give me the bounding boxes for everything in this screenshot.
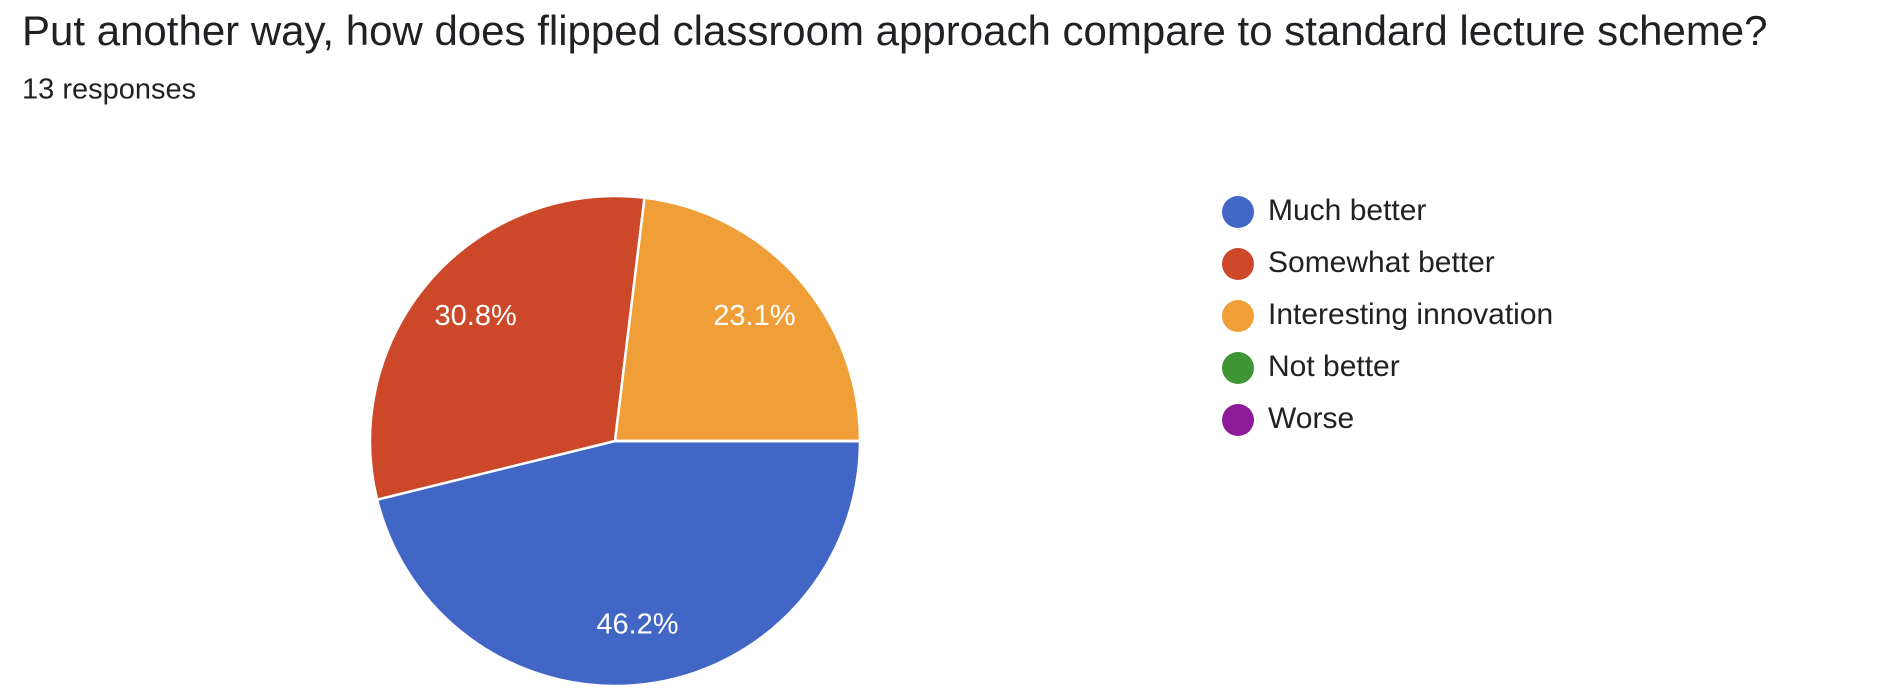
slice-label: 23.1% (713, 300, 795, 332)
legend-label: Not better (1268, 350, 1400, 383)
legend-label: Worse (1268, 402, 1354, 435)
pie-slice (375, 439, 862, 688)
legend-swatch (1222, 248, 1254, 280)
legend-label: Much better (1268, 194, 1426, 227)
slice-label: 46.2% (596, 608, 678, 640)
legend-swatch (1222, 404, 1254, 436)
chart-title: Put another way, how does flipped classr… (22, 7, 1768, 54)
chart-subtitle: 13 responses (22, 74, 196, 106)
legend-swatch (1222, 196, 1254, 228)
legend-swatch (1222, 300, 1254, 332)
slice-label: 30.8% (435, 300, 517, 332)
pie-slice (613, 196, 862, 443)
legend-label: Somewhat better (1268, 246, 1495, 279)
legend-label: Interesting innovation (1268, 298, 1553, 331)
legend-swatch (1222, 352, 1254, 384)
pie-slice (368, 194, 646, 502)
